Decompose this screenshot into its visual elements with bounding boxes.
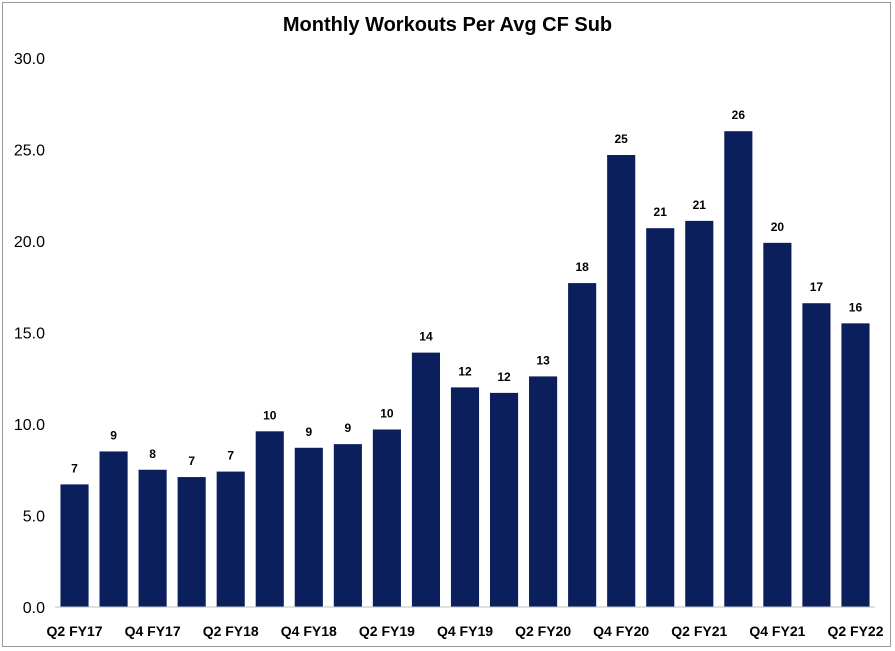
bar (607, 154, 636, 608)
bar (724, 131, 753, 607)
y-tick-label: 10.0 (14, 417, 45, 434)
x-tick-label: Q2 FY19 (359, 623, 415, 639)
y-tick-label: 5.0 (23, 509, 45, 526)
data-label: 25 (615, 132, 629, 146)
bar (529, 376, 558, 607)
data-label: 10 (263, 408, 277, 422)
y-tick-label: 20.0 (14, 234, 45, 251)
y-tick-label: 30.0 (14, 51, 45, 68)
bar (216, 471, 245, 607)
y-axis: 0.0 5.0 10.0 15.0 20.0 25.0 30.0 (14, 51, 45, 617)
data-label: 10 (380, 406, 394, 420)
data-labels: 7 9 8 7 7 10 9 9 10 14 12 12 13 18 25 21 21 26 20 17 16 (71, 108, 862, 475)
bar (802, 303, 831, 607)
x-tick-label: Q2 FY20 (515, 623, 571, 639)
data-label: 17 (810, 280, 824, 294)
bar (411, 352, 441, 607)
x-tick-label: Q4 FY17 (125, 623, 181, 639)
data-label: 9 (305, 425, 312, 439)
bar (568, 283, 597, 607)
x-tick-label: Q2 FY21 (671, 623, 727, 639)
bar (489, 392, 519, 607)
bar (646, 228, 675, 607)
data-label: 16 (849, 300, 863, 314)
data-label: 21 (693, 198, 707, 212)
x-tick-label: Q4 FY19 (437, 623, 493, 639)
bar (99, 451, 128, 607)
y-tick-label: 25.0 (14, 143, 45, 160)
data-label: 7 (71, 461, 78, 475)
bar (60, 484, 89, 607)
x-axis: Q2 FY17 Q4 FY17 Q2 FY18 Q4 FY18 Q2 FY19 Q4 FY… (47, 606, 884, 639)
data-label: 9 (345, 421, 352, 435)
bar (841, 323, 870, 607)
y-tick-label: 0.0 (23, 600, 45, 617)
y-tick-label: 15.0 (14, 326, 45, 343)
data-label: 14 (419, 330, 433, 344)
x-tick-label: Q4 FY20 (593, 623, 649, 639)
bar (450, 387, 480, 607)
bar (294, 447, 323, 607)
bar (138, 469, 167, 607)
chart-title: Monthly Workouts Per Avg CF Sub (282, 14, 613, 36)
data-label: 7 (227, 449, 234, 463)
x-tick-label: Q2 FY18 (203, 623, 259, 639)
bar (763, 242, 792, 607)
data-label: 20 (771, 220, 785, 234)
x-tick-label: Q2 FY22 (827, 623, 883, 639)
bars (60, 131, 870, 608)
data-label: 12 (458, 364, 472, 378)
bar (333, 444, 362, 607)
x-tick-label: Q4 FY18 (281, 623, 337, 639)
data-label: 8 (149, 447, 156, 461)
bar (255, 431, 284, 607)
data-label: 13 (536, 353, 550, 367)
x-tick-label: Q2 FY17 (47, 623, 103, 639)
data-label: 7 (188, 454, 195, 468)
data-label: 12 (497, 370, 511, 384)
data-label: 26 (732, 108, 746, 122)
bar (685, 220, 714, 607)
bar (372, 429, 401, 607)
bar (177, 477, 206, 607)
data-label: 18 (575, 260, 589, 274)
data-label: 9 (110, 428, 117, 442)
x-tick-label: Q4 FY21 (749, 623, 805, 639)
data-label: 21 (654, 205, 668, 219)
